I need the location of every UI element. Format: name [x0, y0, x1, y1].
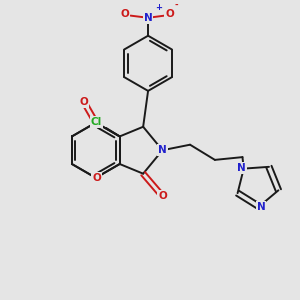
Text: Cl: Cl: [91, 117, 102, 127]
Text: N: N: [256, 202, 266, 212]
Text: O: O: [165, 9, 174, 19]
Text: N: N: [158, 145, 167, 155]
Text: N: N: [237, 163, 246, 172]
Text: O: O: [79, 97, 88, 107]
Text: O: O: [158, 191, 167, 201]
Text: +: +: [155, 3, 162, 12]
Text: O: O: [120, 9, 129, 19]
Text: -: -: [175, 1, 178, 10]
Text: O: O: [92, 173, 101, 183]
Text: N: N: [144, 13, 152, 23]
